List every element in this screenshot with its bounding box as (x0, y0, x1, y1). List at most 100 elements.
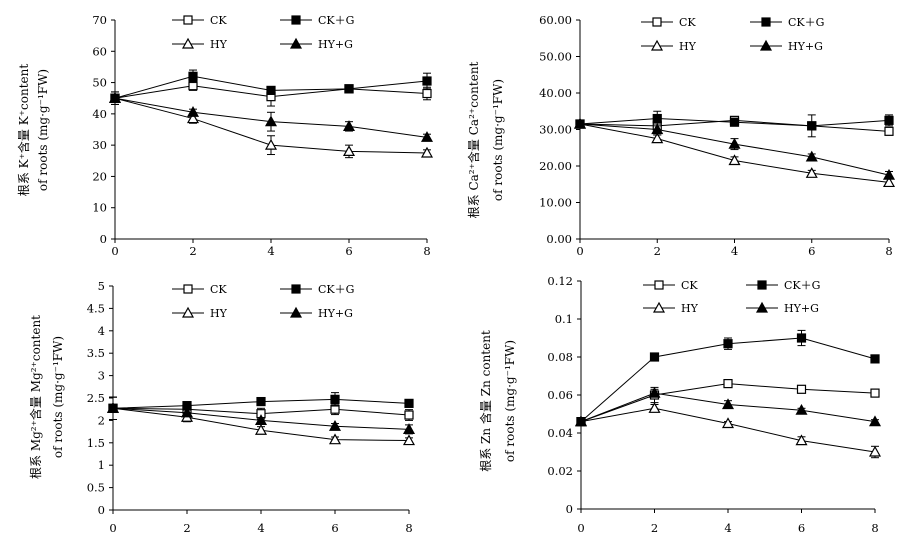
data-point (342, 145, 356, 156)
x-tick-label: 0 (576, 244, 583, 258)
data-point (884, 126, 894, 136)
y-tick-label: 0.02 (547, 464, 573, 478)
data-point (648, 386, 661, 398)
legend-marker (181, 37, 195, 49)
y-tick-label: 20.00 (539, 159, 572, 173)
data-point (721, 417, 735, 429)
data-point (649, 352, 660, 362)
data-point (573, 117, 587, 129)
x-tick-label: 4 (731, 244, 738, 258)
data-point (574, 415, 588, 427)
x-tick-label: 6 (331, 521, 338, 535)
legend-marker (183, 15, 193, 25)
y-axis-label-line1: 根系 Zn 含量 Zn content (478, 330, 493, 472)
y-tick-label: 3 (98, 369, 105, 383)
y-axis-label-line2: of roots (mg·g⁻¹FW) (491, 79, 505, 201)
legend-label: HY (210, 307, 228, 320)
x-tick-label: 8 (405, 521, 412, 535)
legend-marker (755, 301, 769, 313)
y-tick-label: 10.00 (539, 196, 572, 210)
legend-marker (291, 15, 301, 25)
chart-mg: 0 0.5 1 1.5 2 2.5 3 3.5 4 4.5 5 0 2 4 6 8 CK CK＋G HY HY+G 根… (28, 279, 416, 535)
data-point (422, 76, 432, 86)
y-tick-label: 0.08 (547, 350, 573, 364)
data-point (186, 106, 200, 117)
y-tick-label: 0.00 (546, 232, 572, 246)
x-tick-label: 6 (808, 244, 815, 258)
legend-marker (654, 280, 664, 290)
x-tick-label: 8 (885, 244, 892, 258)
data-point (422, 88, 432, 99)
data-point (188, 71, 198, 81)
x-tick-label: 0 (111, 244, 118, 258)
data-point (723, 339, 733, 349)
data-point (404, 398, 414, 408)
legend-label: CK (681, 279, 698, 292)
data-point (256, 396, 266, 407)
data-point (728, 154, 741, 166)
data-point (884, 115, 894, 125)
data-point (805, 150, 818, 162)
y-tick-label: 0.04 (547, 426, 573, 440)
y-axis-label-line2: of roots (mg·g⁻¹FW) (36, 69, 50, 191)
data-point (254, 424, 268, 435)
legend-label: HY (679, 40, 697, 53)
data-point (330, 394, 340, 404)
chart-panel-k: 0 10 20 30 40 50 60 70 0 2 4 6 8 CK CK＋G HY HY+G 根系 K⁺含量… (0, 0, 454, 271)
y-tick-label: 5 (98, 279, 105, 293)
legend-marker (759, 39, 773, 51)
y-axis-label-line2: of roots (mg·g⁻¹FW) (51, 336, 65, 458)
chart-panel-zn: 0 0.02 0.04 0.06 0.08 0.1 0.12 0 2 4 6 8 CK CK＋G HY HY+… (454, 271, 908, 542)
data-point (868, 445, 882, 457)
legend-label: CK (210, 14, 227, 27)
data-point (402, 434, 416, 446)
x-tick-label: 2 (651, 521, 658, 535)
legend-label: HY (681, 302, 699, 315)
series-line (579, 123, 890, 183)
legend-label: HY+G (788, 40, 823, 53)
data-point (795, 434, 808, 446)
data-point (266, 85, 276, 95)
data-point (723, 378, 733, 389)
y-axis-label-line1: 根系 Mg²⁺含量 Mg²⁺content (28, 315, 43, 479)
y-axis-label-line2: of roots (mg·g⁻¹FW) (503, 340, 517, 462)
y-tick-label: 0 (100, 232, 107, 246)
legend-label: CK (679, 16, 696, 29)
x-tick-label: 2 (183, 521, 190, 535)
legend-label: HY+G (784, 302, 819, 315)
legend-marker (761, 17, 771, 27)
legend-label: CK (210, 283, 227, 296)
legend-label: CK＋G (784, 279, 820, 292)
data-point (420, 146, 434, 158)
data-point (805, 167, 818, 178)
y-tick-label: 4 (98, 324, 105, 338)
legend-marker (757, 280, 767, 290)
data-point (868, 415, 882, 427)
data-point (870, 354, 880, 364)
legend-label: HY+G (318, 38, 353, 51)
x-tick-label: 8 (871, 521, 878, 535)
y-tick-label: 2.5 (87, 391, 105, 405)
data-point (186, 112, 200, 124)
x-tick-label: 0 (109, 521, 116, 535)
legend-marker (652, 17, 662, 27)
data-point (402, 423, 416, 434)
data-point (807, 121, 817, 131)
legend-label: HY (210, 38, 228, 51)
y-tick-label: 10 (92, 201, 107, 215)
y-tick-label: 30 (92, 138, 107, 152)
x-tick-label: 2 (189, 244, 196, 258)
data-point (652, 113, 662, 124)
legend-marker (650, 39, 664, 51)
y-tick-label: 2 (98, 413, 105, 427)
y-tick-label: 0.5 (87, 481, 105, 495)
x-tick-label: 4 (267, 244, 274, 258)
y-tick-label: 40.00 (539, 86, 572, 100)
y-tick-label: 1 (98, 458, 105, 472)
y-tick-label: 50.00 (539, 50, 572, 64)
y-tick-label: 70 (92, 13, 107, 27)
data-point (420, 131, 434, 142)
y-tick-label: 0 (98, 503, 105, 517)
data-point (180, 406, 194, 418)
x-tick-label: 6 (798, 521, 805, 535)
